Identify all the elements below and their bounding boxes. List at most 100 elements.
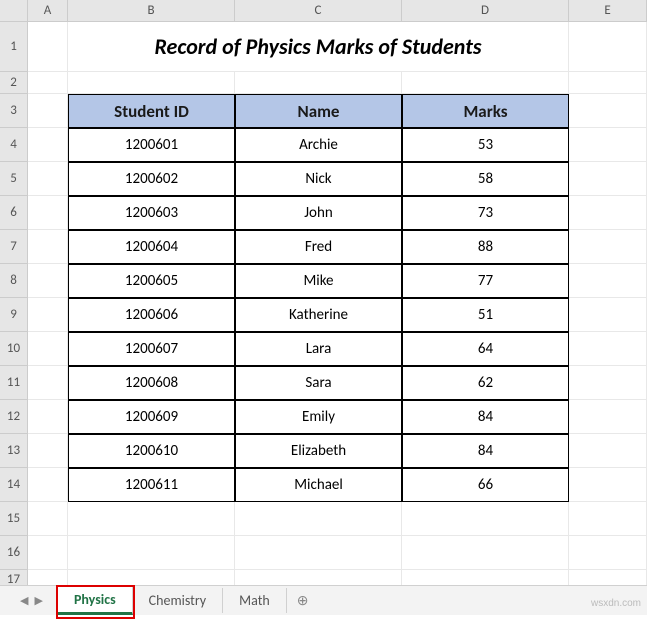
td-name[interactable]: Mike (235, 264, 402, 298)
td-marks[interactable]: 53 (402, 128, 569, 162)
cell-C16[interactable] (235, 536, 402, 570)
cell-C15[interactable] (235, 502, 402, 536)
cell-E9[interactable] (569, 298, 647, 332)
cell-C17[interactable] (235, 570, 402, 585)
row-header-8[interactable]: 8 (0, 264, 28, 298)
td-name[interactable]: Fred (235, 230, 402, 264)
col-header-C[interactable]: C (235, 0, 402, 22)
cell-D17[interactable] (402, 570, 569, 585)
row-header-4[interactable]: 4 (0, 128, 28, 162)
cell-E7[interactable] (569, 230, 647, 264)
row-header-14[interactable]: 14 (0, 468, 28, 502)
td-name[interactable]: John (235, 196, 402, 230)
row-header-6[interactable]: 6 (0, 196, 28, 230)
td-id[interactable]: 1200604 (68, 230, 235, 264)
cell-B17[interactable] (68, 570, 235, 585)
td-name[interactable]: Emily (235, 400, 402, 434)
td-marks[interactable]: 84 (402, 434, 569, 468)
td-name[interactable]: Katherine (235, 298, 402, 332)
cell-A16[interactable] (28, 536, 68, 570)
td-name[interactable]: Michael (235, 468, 402, 502)
cell-E1[interactable] (569, 22, 647, 72)
cell-E3[interactable] (569, 94, 647, 128)
cell-E12[interactable] (569, 400, 647, 434)
row-header-5[interactable]: 5 (0, 162, 28, 196)
cell-A6[interactable] (28, 196, 68, 230)
row-header-1[interactable]: 1 (0, 22, 28, 72)
select-all-corner[interactable] (0, 0, 28, 22)
td-id[interactable]: 1200601 (68, 128, 235, 162)
sheet-tab-physics[interactable]: Physics (58, 587, 133, 615)
add-sheet-icon[interactable]: ⊕ (287, 588, 319, 613)
cell-A2[interactable] (28, 72, 68, 94)
row-header-15[interactable]: 15 (0, 502, 28, 536)
td-marks[interactable]: 51 (402, 298, 569, 332)
cell-A9[interactable] (28, 298, 68, 332)
cell-E10[interactable] (569, 332, 647, 366)
row-header-2[interactable]: 2 (0, 72, 28, 94)
row-header-16[interactable]: 16 (0, 536, 28, 570)
sheet-tab-math[interactable]: Math (223, 588, 287, 613)
td-name[interactable]: Elizabeth (235, 434, 402, 468)
td-id[interactable]: 1200603 (68, 196, 235, 230)
cell-A5[interactable] (28, 162, 68, 196)
td-id[interactable]: 1200611 (68, 468, 235, 502)
row-header-10[interactable]: 10 (0, 332, 28, 366)
cell-A12[interactable] (28, 400, 68, 434)
cell-A13[interactable] (28, 434, 68, 468)
th-marks[interactable]: Marks (402, 94, 569, 128)
td-id[interactable]: 1200609 (68, 400, 235, 434)
nav-right-icon[interactable]: ▶ (34, 594, 42, 607)
cell-A14[interactable] (28, 468, 68, 502)
cell-E4[interactable] (569, 128, 647, 162)
sheet-tab-chemistry[interactable]: Chemistry (133, 588, 223, 613)
cell-A1[interactable] (28, 22, 68, 72)
row-header-3[interactable]: 3 (0, 94, 28, 128)
td-id[interactable]: 1200610 (68, 434, 235, 468)
row-header-9[interactable]: 9 (0, 298, 28, 332)
row-header-13[interactable]: 13 (0, 434, 28, 468)
td-marks[interactable]: 58 (402, 162, 569, 196)
cell-E15[interactable] (569, 502, 647, 536)
cell-E8[interactable] (569, 264, 647, 298)
nav-left-icon[interactable]: ◀ (20, 594, 28, 607)
th-student-id[interactable]: Student ID (68, 94, 235, 128)
cell-E6[interactable] (569, 196, 647, 230)
cell-E16[interactable] (569, 536, 647, 570)
cell-B16[interactable] (68, 536, 235, 570)
td-name[interactable]: Sara (235, 366, 402, 400)
title-cell[interactable]: Record of Physics Marks of Students (68, 22, 569, 72)
col-header-B[interactable]: B (68, 0, 235, 22)
cell-C2[interactable] (235, 72, 402, 94)
td-id[interactable]: 1200606 (68, 298, 235, 332)
cell-A3[interactable] (28, 94, 68, 128)
cell-D16[interactable] (402, 536, 569, 570)
td-name[interactable]: Nick (235, 162, 402, 196)
cell-A7[interactable] (28, 230, 68, 264)
cell-D15[interactable] (402, 502, 569, 536)
cell-A17[interactable] (28, 570, 68, 585)
td-id[interactable]: 1200608 (68, 366, 235, 400)
cell-A11[interactable] (28, 366, 68, 400)
td-marks[interactable]: 73 (402, 196, 569, 230)
col-header-D[interactable]: D (402, 0, 569, 22)
row-header-12[interactable]: 12 (0, 400, 28, 434)
row-header-11[interactable]: 11 (0, 366, 28, 400)
cell-A8[interactable] (28, 264, 68, 298)
cell-E11[interactable] (569, 366, 647, 400)
th-name[interactable]: Name (235, 94, 402, 128)
td-name[interactable]: Lara (235, 332, 402, 366)
td-marks[interactable]: 66 (402, 468, 569, 502)
col-header-E[interactable]: E (569, 0, 647, 22)
td-marks[interactable]: 64 (402, 332, 569, 366)
cell-A4[interactable] (28, 128, 68, 162)
td-marks[interactable]: 88 (402, 230, 569, 264)
cell-E14[interactable] (569, 468, 647, 502)
cell-E5[interactable] (569, 162, 647, 196)
td-marks[interactable]: 84 (402, 400, 569, 434)
cell-E2[interactable] (569, 72, 647, 94)
col-header-A[interactable]: A (28, 0, 68, 22)
td-marks[interactable]: 77 (402, 264, 569, 298)
td-id[interactable]: 1200605 (68, 264, 235, 298)
cell-A10[interactable] (28, 332, 68, 366)
